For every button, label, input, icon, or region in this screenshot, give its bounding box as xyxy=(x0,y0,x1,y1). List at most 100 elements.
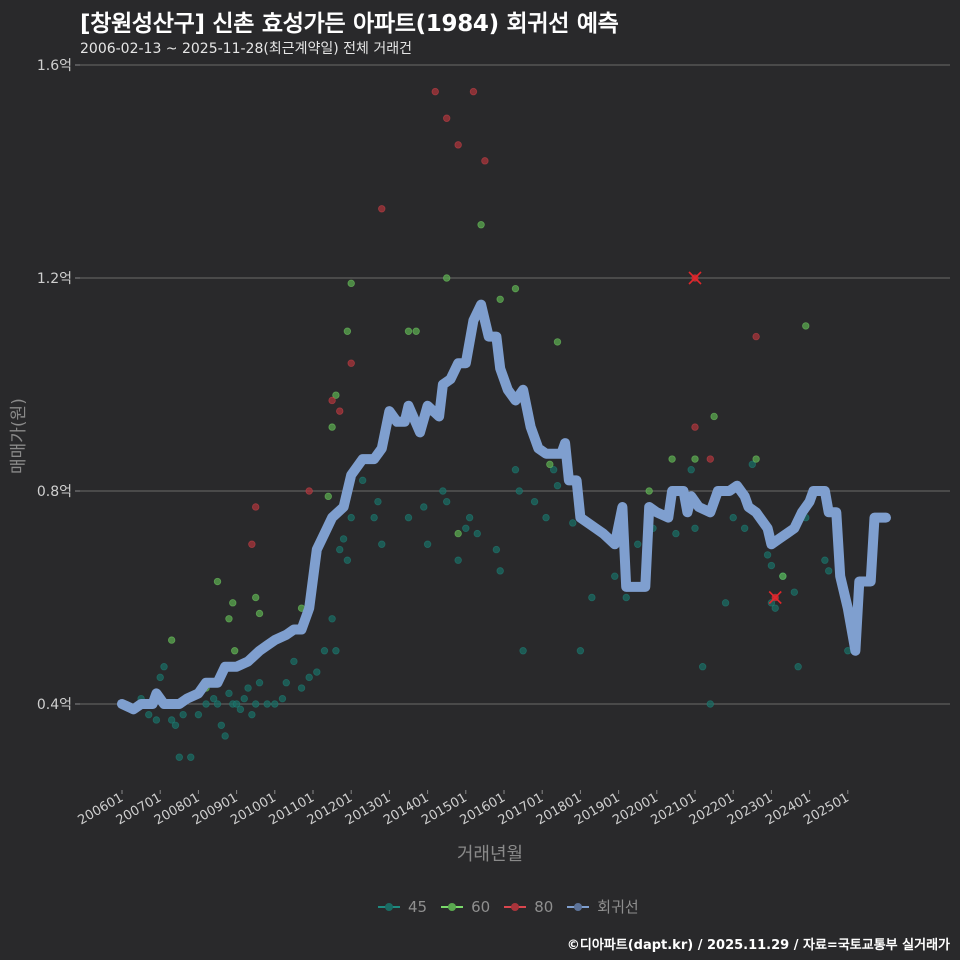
data-point-45 xyxy=(443,497,451,506)
legend-item-60[interactable]: 60 xyxy=(441,898,490,916)
data-point-45 xyxy=(515,487,523,495)
data-point-45 xyxy=(706,700,714,708)
data-point-60 xyxy=(752,455,760,463)
data-point-45 xyxy=(691,524,699,532)
data-point-60 xyxy=(225,615,233,623)
data-point-80 xyxy=(305,487,313,495)
data-point-80 xyxy=(481,157,489,165)
data-point-45 xyxy=(740,524,749,532)
outlier-x-icon xyxy=(768,590,782,605)
data-point-45 xyxy=(729,513,737,522)
data-point-45 xyxy=(171,721,180,729)
data-point-45 xyxy=(305,673,313,682)
y-axis-label: 매매가(원) xyxy=(9,398,29,474)
data-point-45 xyxy=(290,657,298,666)
data-point-80 xyxy=(691,423,699,431)
data-point-45 xyxy=(313,668,321,676)
data-point-45 xyxy=(244,684,252,692)
data-point-60 xyxy=(802,322,810,330)
data-point-60 xyxy=(213,577,222,586)
y-axis-ticks: 0.4억 0.8억 1.2억 1.6억 xyxy=(37,58,80,713)
data-point-45 xyxy=(698,663,707,671)
data-point-45 xyxy=(271,700,279,708)
data-point-80 xyxy=(431,87,439,96)
data-point-45 xyxy=(496,567,504,575)
data-point-45 xyxy=(511,466,520,474)
data-point-45 xyxy=(145,710,153,719)
data-point-45 xyxy=(160,663,168,671)
data-point-45 xyxy=(167,716,176,724)
x-axis-ticks: 2006012007012008012009012010012011012012… xyxy=(76,790,852,828)
gridlines xyxy=(80,64,950,705)
data-point-60 xyxy=(511,284,520,293)
data-point-45 xyxy=(492,545,501,554)
data-point-45 xyxy=(576,647,585,655)
data-point-45 xyxy=(423,540,432,548)
data-point-45 xyxy=(404,513,413,522)
data-point-45 xyxy=(420,503,428,511)
legend-label: 80 xyxy=(534,897,554,916)
data-point-45 xyxy=(767,561,776,570)
data-point-45 xyxy=(202,700,210,708)
data-point-60 xyxy=(454,529,462,538)
data-point-45 xyxy=(332,647,340,655)
y-tick-label: 0.8억 xyxy=(37,484,72,500)
data-point-45 xyxy=(439,487,447,495)
data-point-60 xyxy=(347,279,355,288)
legend-item-45[interactable]: 45 xyxy=(378,898,427,916)
data-point-45 xyxy=(278,694,287,703)
source-credit: ©디아파트(dapt.kr) / 2025.11.29 / 자료=국토교통부 실… xyxy=(566,938,950,953)
data-point-60 xyxy=(443,274,451,282)
data-point-45 xyxy=(194,710,203,719)
legend-key-icon xyxy=(441,902,464,912)
data-point-45 xyxy=(465,513,474,522)
data-point-45 xyxy=(213,700,222,708)
legend: 45 60 80 회귀선 xyxy=(378,896,645,917)
legend-key-icon xyxy=(504,902,527,912)
data-point-45 xyxy=(343,556,352,564)
data-point-60 xyxy=(691,455,699,463)
data-point-60 xyxy=(710,412,718,421)
legend-key-icon xyxy=(378,902,400,912)
data-point-45 xyxy=(217,721,226,729)
data-point-45 xyxy=(542,513,550,522)
data-point-45 xyxy=(255,679,264,687)
data-point-45 xyxy=(225,689,233,698)
data-point-80 xyxy=(347,359,355,367)
data-point-60 xyxy=(167,636,176,644)
data-point-80 xyxy=(328,396,336,405)
data-point-45 xyxy=(328,615,336,623)
data-point-60 xyxy=(496,295,504,303)
legend-item-regression[interactable]: 회귀선 xyxy=(567,896,639,917)
data-point-80 xyxy=(378,205,386,213)
data-point-60 xyxy=(404,327,413,335)
data-point-80 xyxy=(752,332,760,341)
data-point-60 xyxy=(553,338,562,346)
outlier-x-icon xyxy=(688,271,702,285)
legend-label: 60 xyxy=(471,897,491,916)
y-tick-label: 0.4억 xyxy=(37,697,72,713)
data-point-45 xyxy=(156,673,164,682)
scatter-points xyxy=(137,87,852,761)
data-point-45 xyxy=(297,684,306,692)
data-point-60 xyxy=(230,647,239,655)
data-point-60 xyxy=(255,609,264,618)
outlier-markers xyxy=(688,271,782,605)
data-point-60 xyxy=(645,487,653,495)
data-point-45 xyxy=(339,535,348,543)
regression-path xyxy=(117,299,891,715)
data-point-45 xyxy=(248,710,256,719)
data-point-45 xyxy=(462,524,470,532)
data-point-45 xyxy=(358,476,367,485)
data-point-45 xyxy=(530,497,539,506)
data-point-45 xyxy=(179,710,187,719)
data-point-45 xyxy=(771,604,779,612)
data-point-45 xyxy=(454,556,462,564)
data-point-80 xyxy=(251,503,260,511)
data-point-45 xyxy=(187,753,195,761)
data-point-45 xyxy=(152,716,161,724)
data-point-45 xyxy=(320,647,329,655)
x-axis-label: 거래년월 xyxy=(456,844,524,865)
legend-item-80[interactable]: 80 xyxy=(504,898,553,916)
data-point-80 xyxy=(248,540,256,548)
